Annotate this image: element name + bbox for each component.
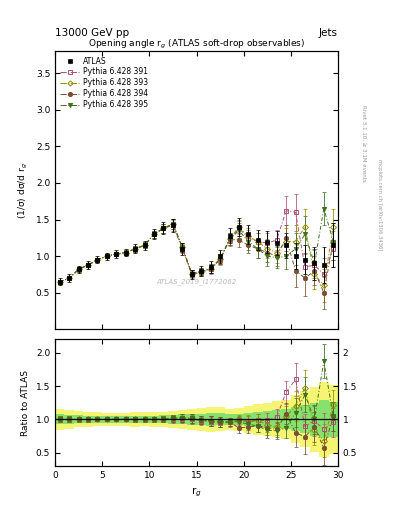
Title: Opening angle r$_{g}$ (ATLAS soft-drop observables): Opening angle r$_{g}$ (ATLAS soft-drop o… xyxy=(88,38,305,51)
Text: 13000 GeV pp: 13000 GeV pp xyxy=(55,28,129,38)
Y-axis label: (1/σ) dσ/d r$_{g}$: (1/σ) dσ/d r$_{g}$ xyxy=(17,162,30,219)
Text: Jets: Jets xyxy=(319,28,338,38)
Text: mcplots.cern.ch [arXiv:1306.3436]: mcplots.cern.ch [arXiv:1306.3436] xyxy=(377,159,382,250)
Text: ATLAS_2019_I1772062: ATLAS_2019_I1772062 xyxy=(156,279,237,286)
Legend: ATLAS, Pythia 6.428 391, Pythia 6.428 393, Pythia 6.428 394, Pythia 6.428 395: ATLAS, Pythia 6.428 391, Pythia 6.428 39… xyxy=(58,54,150,112)
Y-axis label: Ratio to ATLAS: Ratio to ATLAS xyxy=(21,370,30,436)
Text: Rivet 3.1.10, ≥ 3.1M events: Rivet 3.1.10, ≥ 3.1M events xyxy=(361,105,366,182)
X-axis label: r$_{g}$: r$_{g}$ xyxy=(191,485,202,499)
